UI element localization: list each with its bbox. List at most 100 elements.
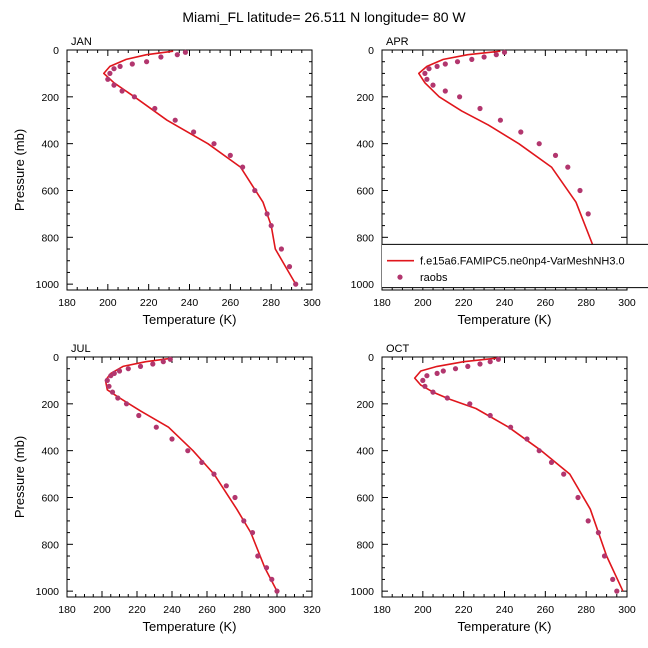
- x-tick-label: 240: [496, 297, 514, 309]
- y-tick-label: 400: [41, 446, 59, 458]
- y-tick-label: 0: [53, 45, 59, 57]
- y-axis-label: Pressure (mb): [12, 129, 27, 211]
- raobs-point: [426, 66, 432, 72]
- raobs-point: [211, 471, 217, 477]
- raobs-point: [293, 281, 299, 287]
- raobs-point: [249, 530, 256, 536]
- x-tick-label: 200: [99, 297, 117, 309]
- panel-apr: 180 200 220 240 260 280 300 0 200 400 600 800 1000 Te…: [351, 36, 648, 327]
- x-tick-label: 220: [455, 604, 473, 616]
- y-tick-label: 400: [356, 446, 374, 458]
- x-tick-label: 300: [618, 297, 636, 309]
- legend-box: [382, 244, 648, 288]
- x-axis-label: Temperature (K): [458, 619, 552, 634]
- raobs-point: [577, 187, 583, 194]
- panel-jul: 180 200 220 240 260 280 300 320 0 200 400 600 800 100…: [12, 343, 321, 634]
- x-tick-label: 300: [268, 604, 286, 616]
- x-tick-label: 200: [414, 297, 432, 309]
- x-tick-label: 220: [455, 297, 473, 309]
- y-tick-label: 1000: [351, 279, 375, 291]
- raobs-point: [424, 373, 430, 379]
- raobs-point: [104, 377, 110, 383]
- x-tick-label: 180: [58, 604, 76, 616]
- raobs-point: [136, 412, 142, 419]
- x-axis-label: Temperature (K): [143, 619, 237, 634]
- raobs-point: [420, 377, 426, 383]
- x-tick-label: 260: [537, 297, 555, 309]
- raobs-point: [469, 56, 475, 63]
- panel-label: JAN: [71, 36, 92, 48]
- x-tick-label: 280: [577, 297, 595, 309]
- raobs-point: [255, 553, 261, 559]
- raobs-point: [158, 54, 164, 60]
- raobs-point: [493, 52, 499, 58]
- raobs-point: [585, 211, 591, 217]
- raobs-point: [106, 383, 112, 389]
- raobs-point: [536, 141, 542, 147]
- x-axis-label: Temperature (K): [143, 312, 237, 327]
- y-tick-label: 800: [41, 539, 59, 551]
- raobs-point: [442, 88, 448, 94]
- raobs-point: [524, 436, 530, 442]
- raobs-point: [424, 76, 430, 82]
- x-tick-label: 220: [128, 604, 146, 616]
- y-tick-label: 0: [368, 352, 374, 364]
- x-tick-label: 200: [414, 604, 432, 616]
- y-tick-label: 200: [356, 399, 374, 411]
- raobs-point: [252, 187, 258, 194]
- plot-frame: [66, 49, 313, 291]
- y-tick-label: 400: [41, 139, 59, 151]
- x-tick-label: 260: [198, 604, 216, 616]
- raobs-point: [278, 246, 284, 252]
- raobs-point: [536, 448, 542, 454]
- x-tick-label: 300: [618, 604, 636, 616]
- x-tick-label: 280: [577, 604, 595, 616]
- raobs-point: [585, 518, 591, 524]
- raobs-point: [108, 373, 114, 379]
- raobs-point: [269, 576, 275, 583]
- model-profile-line: [103, 50, 297, 285]
- raobs-point: [422, 70, 428, 76]
- raobs-point: [487, 359, 493, 365]
- raobs-point: [268, 223, 274, 229]
- raobs-point: [263, 565, 270, 571]
- raobs-point: [153, 424, 159, 430]
- x-tick-label: 260: [537, 604, 555, 616]
- raobs-point: [119, 88, 125, 94]
- raobs-point: [169, 436, 175, 442]
- raobs-point: [117, 63, 123, 69]
- legend-model-label: f.e15a6.FAMIPC5.ne0np4-VarMeshNH3.0: [420, 256, 625, 268]
- raobs-point: [575, 494, 581, 501]
- x-tick-label: 240: [181, 297, 199, 309]
- raobs-point: [440, 368, 446, 374]
- figure-title: Miami_FL latitude= 26.511 N longitude= 8…: [182, 9, 466, 25]
- raobs-point: [548, 459, 555, 465]
- raobs-point: [465, 363, 471, 369]
- panel-label: APR: [386, 36, 409, 48]
- x-tick-label: 180: [58, 297, 76, 309]
- raobs-point: [457, 94, 463, 100]
- y-tick-label: 600: [356, 492, 374, 504]
- raobs-point: [150, 361, 156, 367]
- raobs-point: [430, 82, 436, 88]
- raobs-point: [111, 66, 117, 72]
- raobs-point: [601, 553, 608, 559]
- x-tick-label: 240: [163, 604, 181, 616]
- panel-label: JUL: [71, 343, 91, 355]
- raobs-point: [111, 82, 117, 88]
- raobs-point: [274, 588, 280, 594]
- raobs-point: [481, 54, 487, 60]
- raobs-point: [223, 483, 229, 489]
- raobs-point: [152, 105, 158, 112]
- raobs-point: [561, 471, 567, 477]
- raobs-point: [434, 370, 440, 376]
- x-tick-label: 300: [303, 297, 321, 309]
- raobs-point: [595, 530, 602, 536]
- raobs-point: [240, 164, 246, 170]
- x-tick-label: 200: [93, 604, 111, 616]
- raobs-point: [160, 359, 166, 365]
- x-tick-label: 280: [262, 297, 280, 309]
- y-tick-label: 200: [356, 92, 374, 104]
- legend: f.e15a6.FAMIPC5.ne0np4-VarMeshNH3.0 raobs: [382, 243, 648, 289]
